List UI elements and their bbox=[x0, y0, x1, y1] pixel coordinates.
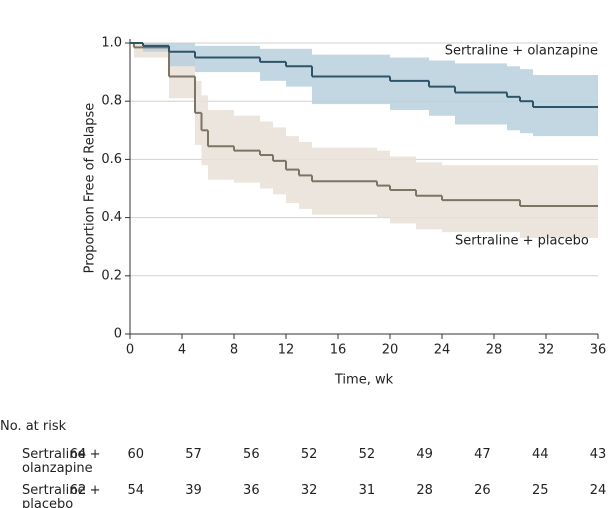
risk-count: 52 bbox=[358, 447, 376, 462]
risk-count: 57 bbox=[185, 447, 202, 462]
y-tick-label: 0.6 bbox=[101, 152, 122, 167]
x-axis-label: Time, wk bbox=[334, 373, 394, 388]
x-tick-label: 16 bbox=[330, 343, 347, 358]
confidence-band bbox=[312, 54, 390, 105]
y-tick-label: 0 bbox=[114, 327, 122, 342]
x-tick-label: 32 bbox=[538, 343, 555, 358]
confidence-band bbox=[429, 60, 455, 116]
x-tick-label: 12 bbox=[278, 343, 295, 358]
x-tick-label: 4 bbox=[178, 343, 186, 358]
confidence-band bbox=[286, 48, 312, 87]
risk-count: 54 bbox=[127, 483, 145, 498]
confidence-band bbox=[234, 115, 260, 183]
annotation: Sertraline + placebo bbox=[455, 234, 589, 249]
annotation: Sertraline + olanzapine bbox=[445, 44, 598, 59]
confidence-band bbox=[520, 165, 598, 238]
risk-count: 32 bbox=[300, 483, 318, 498]
y-tick-label: 0.2 bbox=[101, 268, 122, 283]
x-tick-label: 36 bbox=[590, 343, 607, 358]
risk-table-title: No. at risk bbox=[0, 419, 67, 434]
risk-count: 24 bbox=[589, 483, 607, 498]
risk-count: 64 bbox=[69, 447, 87, 462]
risk-count: 60 bbox=[127, 447, 145, 462]
confidence-band bbox=[195, 45, 260, 73]
risk-count: 49 bbox=[416, 447, 433, 462]
risk-count: 25 bbox=[531, 483, 549, 498]
confidence-band bbox=[169, 43, 195, 67]
x-tick-label: 24 bbox=[434, 343, 451, 358]
confidence-band bbox=[455, 63, 507, 125]
risk-count: 39 bbox=[185, 483, 202, 498]
risk-count: 26 bbox=[474, 483, 491, 498]
risk-count: 47 bbox=[474, 447, 491, 462]
x-tick-label: 8 bbox=[230, 343, 238, 358]
y-tick-label: 1.0 bbox=[101, 36, 122, 51]
risk-count: 31 bbox=[358, 483, 376, 498]
x-tick-label: 0 bbox=[126, 343, 134, 358]
risk-count: 52 bbox=[300, 447, 318, 462]
risk-count: 44 bbox=[531, 447, 549, 462]
x-tick-label: 28 bbox=[486, 343, 503, 358]
risk-row-name: Sertraline + placebo bbox=[22, 483, 101, 508]
risk-count: 36 bbox=[243, 483, 260, 498]
y-axis-label: Proportion Free of Relapse bbox=[83, 103, 98, 274]
risk-count: 56 bbox=[243, 447, 260, 462]
risk-row-name: Sertraline + olanzapine bbox=[22, 447, 101, 476]
y-tick-label: 0.8 bbox=[101, 94, 122, 109]
risk-count: 62 bbox=[69, 483, 87, 498]
confidence-band bbox=[390, 57, 429, 110]
confidence-band bbox=[507, 66, 520, 131]
risk-count: 43 bbox=[589, 447, 607, 462]
confidence-band bbox=[377, 150, 390, 218]
confidence-band bbox=[533, 75, 598, 137]
risk-count: 28 bbox=[416, 483, 433, 498]
x-tick-label: 20 bbox=[382, 343, 399, 358]
confidence-band bbox=[208, 109, 234, 180]
confidence-band bbox=[442, 165, 520, 233]
y-tick-label: 0.4 bbox=[101, 210, 122, 225]
confidence-band bbox=[260, 48, 286, 81]
